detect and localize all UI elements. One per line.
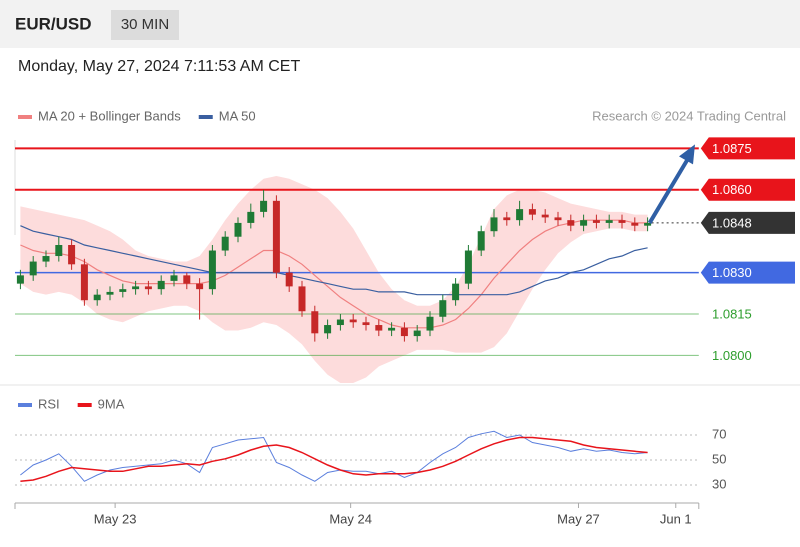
candle-body xyxy=(362,322,370,326)
level-label: 1.0815 xyxy=(712,306,752,321)
candle-body xyxy=(516,209,524,221)
candle-body xyxy=(490,217,498,232)
candle-body xyxy=(631,222,639,226)
candle-body xyxy=(464,250,472,284)
level-label: 1.0800 xyxy=(712,348,752,363)
moving-average xyxy=(20,219,648,329)
candle-body xyxy=(55,245,63,257)
candle-body xyxy=(272,200,280,273)
candle-body xyxy=(426,316,434,331)
interval-box xyxy=(111,10,179,40)
level-box xyxy=(700,137,795,160)
credit: Research © 2024 Trading Central xyxy=(592,108,786,123)
candle-body xyxy=(80,264,88,301)
x-tick-label: May 24 xyxy=(329,511,372,526)
candle-body xyxy=(580,220,588,226)
candle-body xyxy=(349,319,357,323)
candle-body xyxy=(106,291,114,295)
forecast-arrowhead xyxy=(679,144,695,165)
candle-body xyxy=(247,211,255,223)
x-tick-label: Jun 1 xyxy=(660,511,692,526)
candle-body xyxy=(528,209,536,215)
candle-body xyxy=(221,236,229,251)
level-box xyxy=(700,211,795,234)
candle-body xyxy=(42,256,50,262)
y-tick-label: 30 xyxy=(712,476,726,491)
level-box xyxy=(700,178,795,201)
level-box xyxy=(700,261,795,284)
level-label: 1.0848 xyxy=(712,215,752,230)
candle-body xyxy=(503,217,511,221)
candle-body xyxy=(336,319,344,326)
candle-body xyxy=(170,275,178,281)
candle-body xyxy=(260,200,268,212)
candle-body xyxy=(477,231,485,251)
candle-body xyxy=(144,286,152,290)
candle-body xyxy=(93,294,101,301)
candle-body xyxy=(119,289,127,292)
level-label: 1.0830 xyxy=(712,265,752,280)
forecast-arrow xyxy=(647,159,689,224)
legend-label: MA 20 + Bollinger Bands xyxy=(38,108,181,123)
interval: 30 MIN xyxy=(121,16,169,33)
candle-body xyxy=(554,217,562,221)
candle-body xyxy=(400,327,408,337)
candle-body xyxy=(413,330,421,337)
candle-body xyxy=(157,280,165,290)
legend-label: 9MA xyxy=(98,396,125,411)
legend-label: MA 50 xyxy=(219,108,256,123)
x-tick-label: May 27 xyxy=(557,511,600,526)
x-tick-label: May 23 xyxy=(94,511,137,526)
candle-body xyxy=(388,327,396,331)
rsi-line xyxy=(20,430,648,482)
candle-body xyxy=(324,325,332,334)
legend-label: RSI xyxy=(38,396,60,411)
y-tick-label: 70 xyxy=(712,426,726,441)
candle-body xyxy=(29,261,37,276)
legend-swatch xyxy=(18,403,32,407)
candle-body xyxy=(285,272,293,287)
symbol: EUR/USD xyxy=(15,14,92,33)
candle-body xyxy=(196,283,204,290)
candle-body xyxy=(592,220,600,223)
candle-body xyxy=(439,300,447,317)
candle-body xyxy=(644,222,652,226)
candle-body xyxy=(375,325,383,331)
candle-body xyxy=(567,220,575,226)
candle-body xyxy=(618,220,626,223)
candle-body xyxy=(132,286,140,290)
timestamp: Monday, May 27, 2024 7:11:53 AM CET xyxy=(18,58,300,75)
moving-average xyxy=(20,225,648,296)
legend-swatch xyxy=(77,403,92,407)
candle-body xyxy=(183,275,191,284)
legend-swatch xyxy=(18,115,32,119)
candle-body xyxy=(16,275,24,284)
candle-body xyxy=(68,245,76,265)
candle-body xyxy=(311,311,319,334)
candle-body xyxy=(298,286,306,312)
y-tick-label: 50 xyxy=(712,451,726,466)
level-label: 1.0875 xyxy=(712,141,752,156)
candle-body xyxy=(208,250,216,290)
rsi-line xyxy=(20,436,648,483)
level-label: 1.0860 xyxy=(712,182,752,197)
legend-swatch xyxy=(198,115,213,119)
candle-body xyxy=(605,220,613,223)
candle-body xyxy=(234,222,242,237)
candle-body xyxy=(452,283,460,301)
candle-body xyxy=(541,214,549,218)
